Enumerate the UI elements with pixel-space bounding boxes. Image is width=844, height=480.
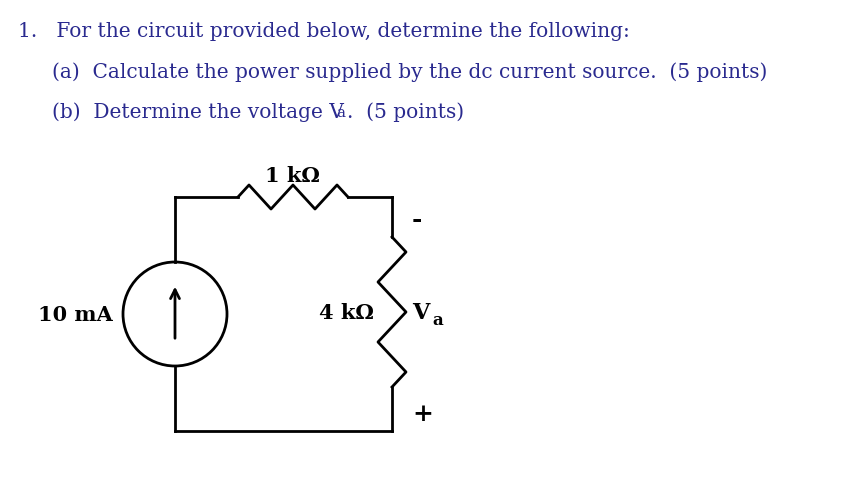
Text: 1 kΩ: 1 kΩ	[265, 166, 320, 186]
Text: V: V	[412, 301, 429, 324]
Text: a: a	[336, 106, 344, 120]
Text: 10 mA: 10 mA	[38, 304, 113, 324]
Text: +: +	[412, 401, 432, 425]
Text: (b)  Determine the voltage V: (b) Determine the voltage V	[52, 102, 344, 121]
Text: (a)  Calculate the power supplied by the dc current source.  (5 points): (a) Calculate the power supplied by the …	[52, 62, 766, 82]
Text: .  (5 points): . (5 points)	[347, 102, 463, 121]
Text: 4 kΩ: 4 kΩ	[319, 302, 374, 323]
Text: -: -	[412, 207, 422, 231]
Text: a: a	[431, 312, 442, 329]
Text: 1.   For the circuit provided below, determine the following:: 1. For the circuit provided below, deter…	[18, 22, 629, 41]
